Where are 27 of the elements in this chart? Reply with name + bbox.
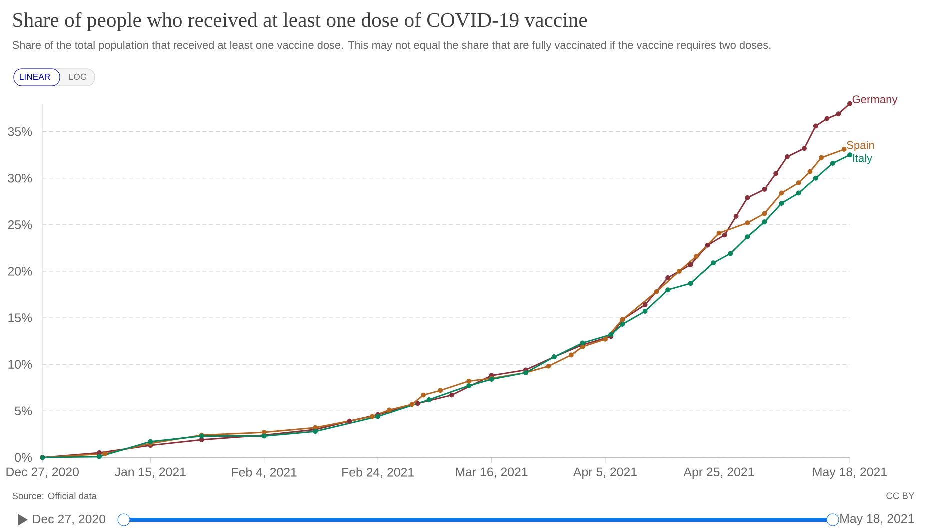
y-tick-label: 5% (15, 406, 32, 416)
x-tick-label: Feb 4, 2021 (232, 468, 297, 478)
x-tick-label: Jan 15, 2021 (114, 468, 186, 478)
y-tick-label: 10% (8, 360, 32, 369)
y-tick-label: 15% (8, 314, 32, 322)
text: May 18, 2021 (840, 514, 914, 526)
x-tick-label: Apr 5, 2021 (573, 468, 637, 479)
x-tick-label: Feb 24, 2021 (342, 468, 414, 478)
text: CC BY (886, 492, 915, 500)
y-tick-label: 25% (8, 220, 32, 230)
x-tick-label: May 18, 2021 (813, 468, 887, 479)
y-tick-label: 35% (8, 127, 32, 136)
text: LOG (70, 74, 87, 80)
x-tick-label: Dec 27, 2020 (6, 468, 79, 478)
y-tick-label: 30% (8, 174, 32, 183)
chart-subtitle: Share of the total population that received at least one vaccine dose. This may not equal the share that are fully vaccinated if the vaccine requires two doses. (12, 41, 771, 52)
y-tick-label: 20% (8, 267, 32, 276)
series-label: Spain (847, 141, 874, 152)
x-tick-label: Apr 25, 2021 (684, 468, 754, 479)
x-tick-label: Mar 16, 2021 (456, 468, 528, 478)
series-label: Germany (852, 96, 898, 106)
text: Dec 27, 2020 (33, 514, 106, 526)
y-tick-label: 0% (15, 453, 32, 462)
series-label: Italy (853, 154, 873, 164)
text: LINEAR (20, 74, 50, 80)
chart-title: Share of people who received at least one dose of COVID-19 vaccine (14, 12, 588, 32)
source-note: Source: Official data (12, 492, 97, 500)
